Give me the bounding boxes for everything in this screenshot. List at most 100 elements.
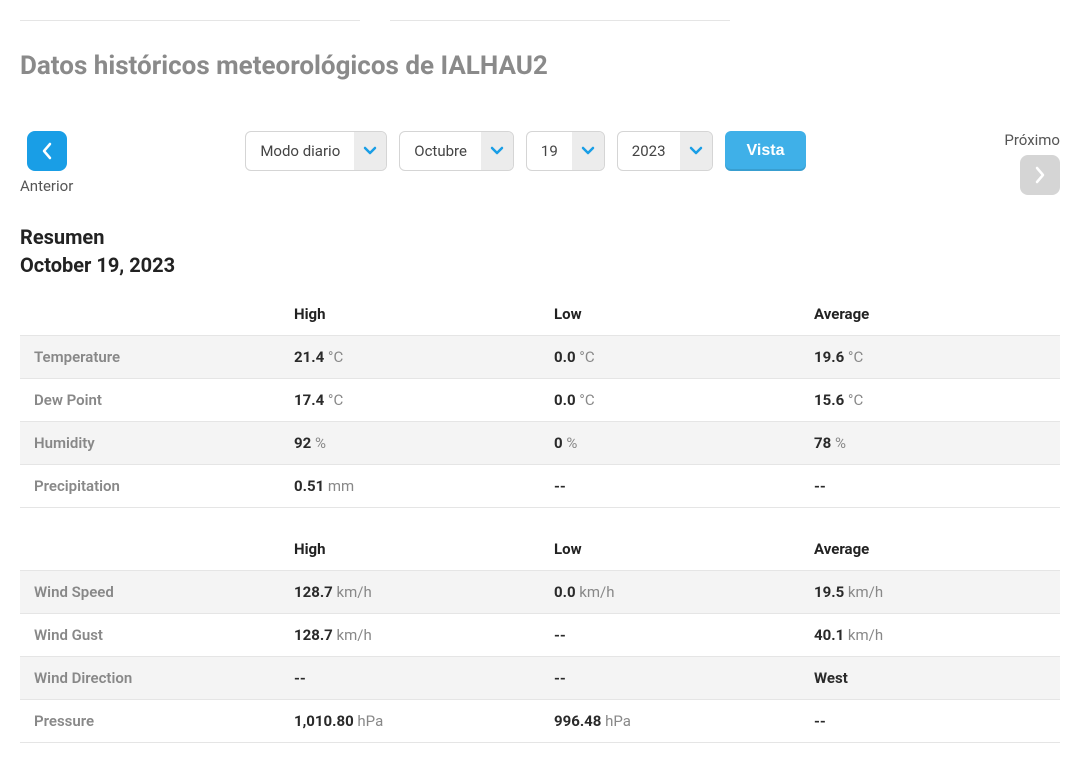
cell-unit: hPa [605,712,631,730]
cell-text: West [814,669,848,687]
row-low: 0.0 °C [540,336,800,379]
cell-unit: km/h [848,626,883,644]
year-select[interactable]: 2023 [617,131,713,171]
table-row: Humidity92 %0 %78 % [20,422,1060,465]
chevron-right-icon [1034,166,1046,184]
cell-value: 0.0 [554,583,576,601]
row-average: 19.5 km/h [800,571,1060,614]
cell-value: 21.4 [294,348,324,366]
row-average: 15.6 °C [800,379,1060,422]
row-label: Wind Speed [20,571,280,614]
cell-value: 0.0 [554,391,576,409]
table-header-high: High [280,528,540,571]
table-row: Wind Speed128.7 km/h0.0 km/h19.5 km/h [20,571,1060,614]
row-average: -- [800,465,1060,508]
cell-value: 996.48 [554,712,601,730]
row-high: 128.7 km/h [280,571,540,614]
cell-value: 0.0 [554,348,576,366]
row-low: -- [540,657,800,700]
table-header-blank [20,528,280,571]
row-label: Pressure [20,700,280,743]
table-row: Dew Point17.4 °C0.0 °C15.6 °C [20,379,1060,422]
row-label: Wind Direction [20,657,280,700]
row-high: 1,010.80 hPa [280,700,540,743]
cell-unit: °C [848,348,863,366]
row-label: Humidity [20,422,280,465]
row-high: -- [280,657,540,700]
table-header-average: Average [800,293,1060,336]
cell-unit: °C [579,391,594,409]
row-average: 78 % [800,422,1060,465]
row-label: Precipitation [20,465,280,508]
cell-value: 78 [814,434,831,452]
table-row: Wind Direction----West [20,657,1060,700]
row-label: Dew Point [20,379,280,422]
chevron-down-icon [354,131,386,171]
row-low: 0 % [540,422,800,465]
cell-value: 92 [294,434,311,452]
row-average: 19.6 °C [800,336,1060,379]
cell-value: 15.6 [814,391,844,409]
summary-title: Resumen [20,225,1060,249]
cell-unit: hPa [357,712,383,730]
cell-unit: °C [328,391,343,409]
cell-value: 1,010.80 [294,712,354,730]
cell-value: 0.51 [294,477,324,495]
cell-text: -- [814,477,826,495]
cell-unit: km/h [337,626,372,644]
row-high: 21.4 °C [280,336,540,379]
previous-label: Anterior [20,177,73,195]
day-select[interactable]: 19 [526,131,605,171]
chevron-down-icon [680,131,712,171]
cell-unit: km/h [579,583,614,601]
row-high: 0.51 mm [280,465,540,508]
next-button[interactable] [1020,155,1060,195]
cell-text: -- [554,626,566,644]
row-average: 40.1 km/h [800,614,1060,657]
table-header-high: High [280,293,540,336]
cell-unit: % [566,434,577,452]
row-high: 92 % [280,422,540,465]
cell-unit: km/h [337,583,372,601]
table-header-average: Average [800,528,1060,571]
cell-value: 19.6 [814,348,844,366]
cell-value: 17.4 [294,391,324,409]
day-select-value: 19 [527,142,572,160]
cell-value: 0 [554,434,563,452]
cell-text: -- [554,477,566,495]
page-title: Datos históricos meteorológicos de IALHA… [20,51,1060,81]
summary-header: Resumen October 19, 2023 [20,225,1060,277]
divider-segment [20,20,360,21]
table-header-low: Low [540,528,800,571]
summary-table-2: High Low Average Wind Speed128.7 km/h0.0… [20,528,1060,743]
table-row: Wind Gust 128.7 km/h -- 40.1 km/h [20,614,1060,657]
row-low: -- [540,465,800,508]
row-average: West [800,657,1060,700]
cell-unit: °C [328,348,343,366]
vista-button[interactable]: Vista [725,131,807,171]
table-row: Pressure1,010.80 hPa996.48 hPa-- [20,700,1060,743]
cell-value: 128.7 [294,626,333,644]
table-header-low: Low [540,293,800,336]
year-select-value: 2023 [618,142,680,160]
cell-unit: °C [579,348,594,366]
mode-select[interactable]: Modo diario [245,131,387,171]
controls-row: Anterior Modo diario Octubre 19 2023 [20,131,1060,195]
cell-unit: °C [848,391,863,409]
row-label: Wind Gust [20,614,280,657]
top-dividers [20,20,1060,21]
cell-text: -- [554,669,566,687]
cell-unit: % [835,434,846,452]
cell-unit: mm [328,477,354,495]
cell-value: 128.7 [294,583,333,601]
cell-value: 40.1 [814,626,844,644]
chevron-down-icon [572,131,604,171]
month-select[interactable]: Octubre [399,131,514,171]
table-row: Precipitation0.51 mm---- [20,465,1060,508]
selects-group: Modo diario Octubre 19 2023 Vista [245,131,806,171]
previous-button[interactable] [27,131,67,171]
nav-prev-block: Anterior [20,131,73,195]
next-label: Próximo [1004,131,1060,149]
summary-table-1: High Low Average Temperature21.4 °C0.0 °… [20,293,1060,508]
cell-unit: % [315,434,326,452]
